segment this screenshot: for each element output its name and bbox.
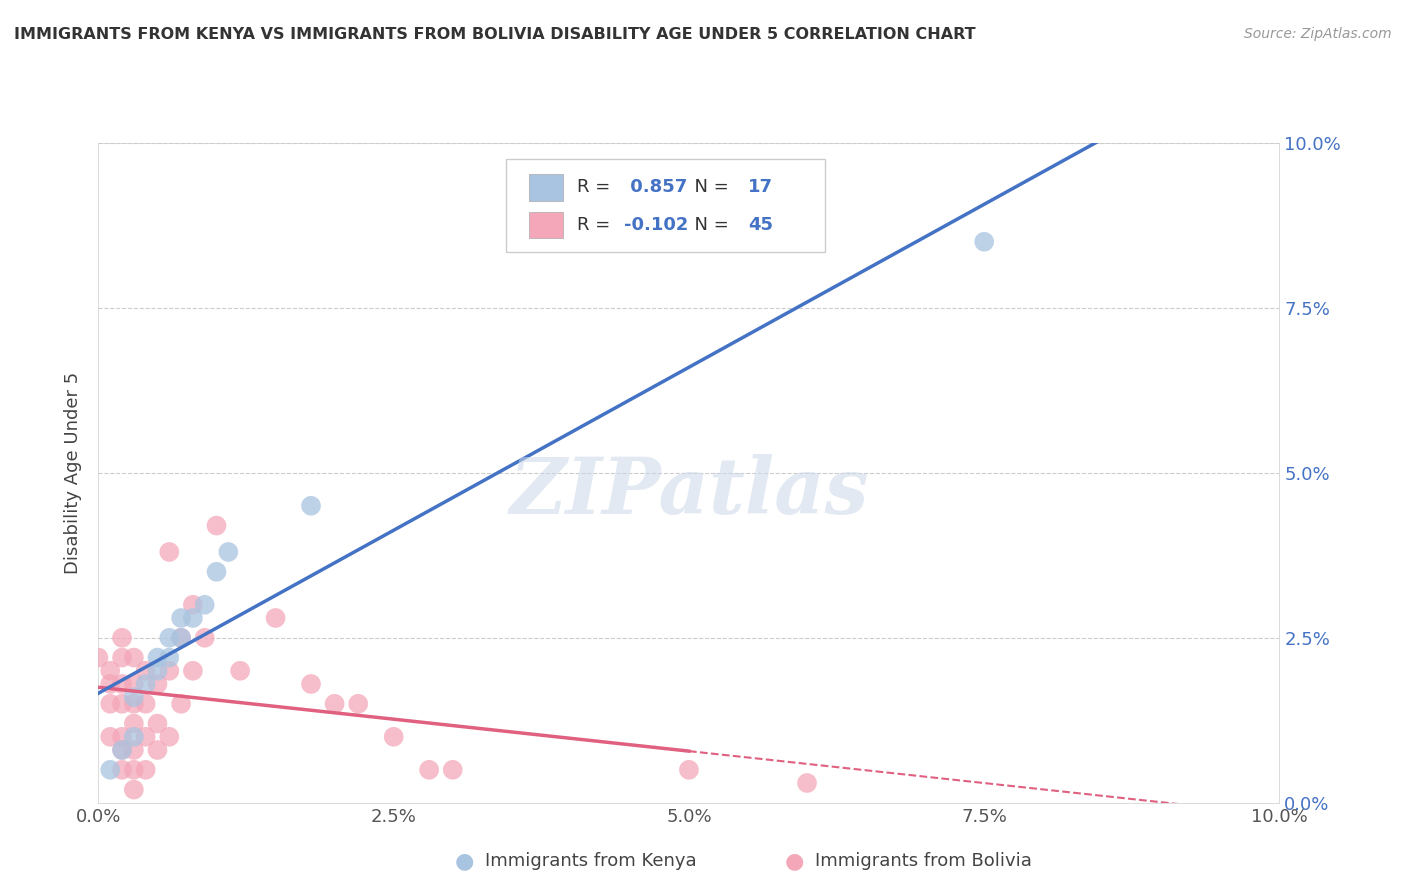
Point (98, 763, 121, 777)
Point (122, 697, 145, 711)
Point (111, 743, 134, 757)
Point (441, 763, 464, 777)
Point (135, 763, 157, 777)
Point (973, 235, 995, 249)
Point (111, 763, 134, 777)
Point (122, 677, 145, 691)
Point (135, 664, 157, 678)
Text: N =: N = (683, 216, 734, 235)
Point (229, 664, 252, 678)
Text: Immigrants from Bolivia: Immigrants from Bolivia (815, 852, 1032, 870)
Point (111, 697, 134, 711)
Point (299, 677, 322, 691)
Point (418, 763, 440, 777)
Point (111, 743, 134, 757)
Point (98, 697, 121, 711)
Text: R =: R = (576, 216, 616, 235)
Point (122, 730, 145, 744)
Point (135, 697, 157, 711)
Point (98, 730, 121, 744)
Text: IMMIGRANTS FROM KENYA VS IMMIGRANTS FROM BOLIVIA DISABILITY AGE UNDER 5 CORRELAT: IMMIGRANTS FROM KENYA VS IMMIGRANTS FROM… (14, 27, 976, 42)
Point (122, 743, 145, 757)
FancyBboxPatch shape (530, 175, 562, 201)
Point (170, 697, 193, 711)
Point (98, 664, 121, 678)
Point (205, 565, 228, 579)
Point (157, 650, 180, 665)
Point (122, 650, 145, 665)
Point (170, 611, 193, 625)
Point (146, 677, 169, 691)
Point (181, 611, 204, 625)
Point (111, 677, 134, 691)
Point (678, 763, 700, 777)
Point (347, 697, 370, 711)
Text: Source: ZipAtlas.com: Source: ZipAtlas.com (1244, 27, 1392, 41)
Text: R =: R = (576, 178, 616, 196)
Point (170, 631, 193, 645)
Point (194, 598, 217, 612)
Text: ●: ● (454, 851, 474, 871)
Point (98, 677, 121, 691)
Point (111, 730, 134, 744)
Point (146, 743, 169, 757)
Point (796, 776, 818, 790)
Text: ZIPatlas: ZIPatlas (509, 454, 869, 531)
Point (135, 730, 157, 744)
Point (122, 782, 145, 797)
Point (122, 690, 145, 705)
Point (111, 631, 134, 645)
Point (157, 664, 180, 678)
Point (323, 697, 346, 711)
Point (157, 545, 180, 559)
Point (181, 598, 204, 612)
Point (111, 650, 134, 665)
Text: -0.102: -0.102 (624, 216, 689, 235)
Y-axis label: Disability Age Under 5: Disability Age Under 5 (65, 372, 83, 574)
Point (264, 611, 287, 625)
Point (146, 664, 169, 678)
Text: 45: 45 (748, 216, 773, 235)
Point (157, 631, 180, 645)
Point (170, 631, 193, 645)
Point (299, 499, 322, 513)
Text: Immigrants from Kenya: Immigrants from Kenya (485, 852, 697, 870)
Point (194, 631, 217, 645)
Point (382, 730, 405, 744)
Text: 0.857: 0.857 (624, 178, 688, 196)
Point (122, 716, 145, 731)
Point (181, 664, 204, 678)
Point (146, 716, 169, 731)
Point (157, 730, 180, 744)
Point (205, 518, 228, 533)
Text: N =: N = (683, 178, 734, 196)
Point (146, 650, 169, 665)
Text: ●: ● (785, 851, 804, 871)
Point (135, 677, 157, 691)
Point (122, 763, 145, 777)
Point (217, 545, 239, 559)
Point (87, 650, 110, 665)
FancyBboxPatch shape (506, 160, 825, 252)
Text: 17: 17 (748, 178, 773, 196)
FancyBboxPatch shape (530, 212, 562, 238)
